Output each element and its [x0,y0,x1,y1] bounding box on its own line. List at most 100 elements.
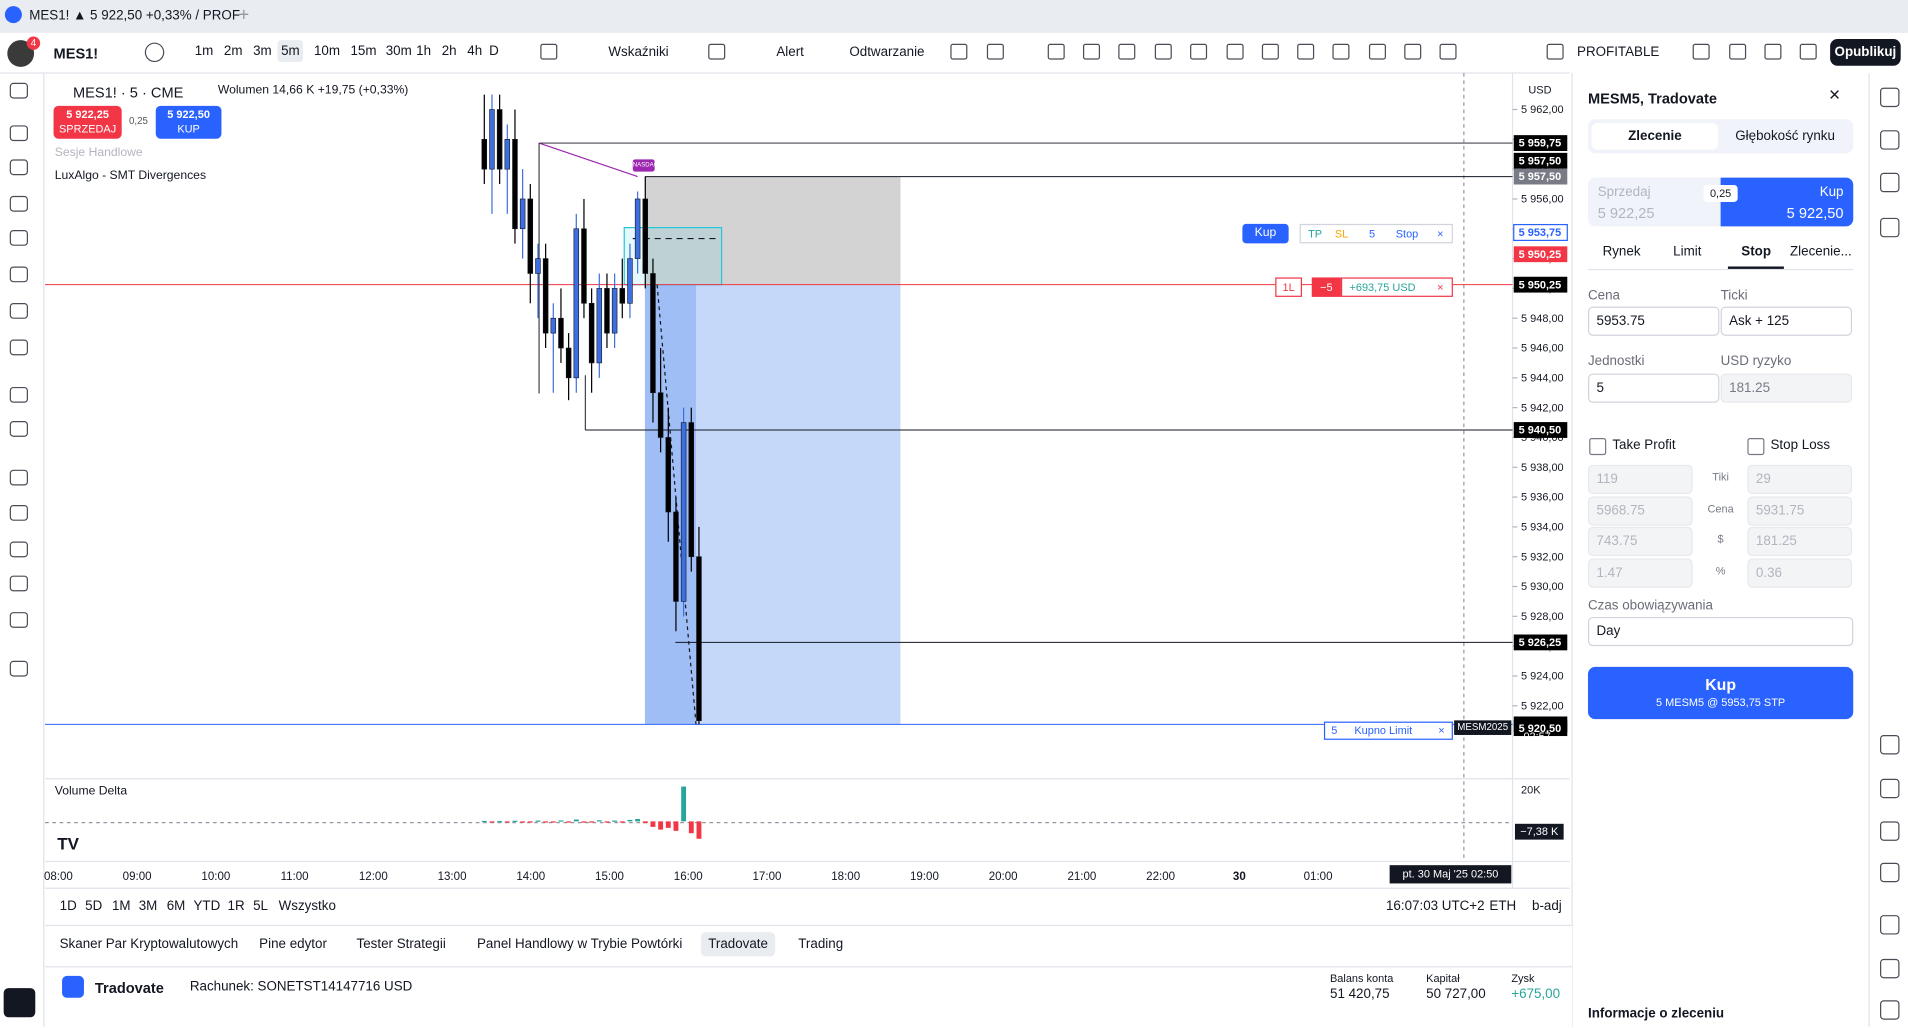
session[interactable]: ETH [1489,899,1517,914]
panel-tab[interactable]: Tradovate [700,932,776,957]
tool-icon[interactable] [9,541,28,558]
close[interactable]: × [1437,227,1444,240]
publish[interactable]: Opublikuj [1830,38,1901,66]
tool-icon[interactable] [9,469,28,486]
close[interactable]: × [1438,724,1445,737]
tool-icon[interactable] [9,229,28,246]
side-icon[interactable] [1880,821,1900,841]
toolbar-icon[interactable] [1439,43,1457,60]
toolbar-icon[interactable] [540,43,558,60]
interval[interactable]: 1h [416,43,432,59]
tab-depth[interactable]: Głębokość rynku [1735,128,1835,144]
account[interactable]: Rachunek: SONETST14147716 USD [189,979,413,995]
interval[interactable]: 15m [350,43,377,59]
favorites[interactable] [3,988,36,1018]
side-icon[interactable] [1880,217,1900,238]
toolbar-icon[interactable] [1118,43,1136,60]
panel-tab[interactable]: Trading [798,936,844,952]
tp-field[interactable]: 5968.75 [1587,495,1693,526]
sl-label[interactable]: Stop Loss [1770,438,1831,453]
symbol-search[interactable]: MES1! [53,45,99,63]
tool-icon[interactable] [9,421,28,437]
toolbar-icon[interactable] [1546,43,1564,60]
order-line-box[interactable]: TP SL 5 Stop × [1299,223,1453,244]
tool-icon[interactable] [9,159,28,176]
order-sl[interactable]: SL [1334,227,1349,240]
tool-icon[interactable] [9,386,28,403]
order-type[interactable]: Limit [1673,244,1702,260]
panel-tab[interactable]: Panel Handlowy w Trybie Powtórki [477,936,683,952]
toolbar-icon[interactable] [1764,43,1782,60]
tool-icon[interactable] [9,660,28,677]
position-pnl-box[interactable]: +693,75 USD × [1340,277,1453,297]
sl-field[interactable]: 5931.75 [1747,495,1853,526]
buy-button[interactable]: 5 922,50 KUP [155,105,222,139]
toolbar-icon[interactable] [1261,43,1279,60]
tp-field[interactable]: 1.47 [1587,557,1693,588]
side-icon[interactable] [1880,172,1900,193]
tp-field[interactable]: 119 [1587,464,1693,495]
panel-tab[interactable]: Skaner Par Kryptowalutowych [59,936,239,952]
sl-field[interactable]: 0.36 [1747,557,1853,588]
close[interactable]: × [1437,281,1444,294]
range[interactable]: 5L [253,899,269,914]
adjust[interactable]: b-adj [1532,899,1562,914]
toolbar-icon[interactable] [1692,43,1710,60]
range[interactable]: 5D [85,899,103,914]
toolbar-icon[interactable] [1297,43,1315,60]
sl-checkbox[interactable] [1747,438,1765,456]
panel-tab[interactable]: Tester Strategii [356,936,446,952]
interval[interactable]: 2h [441,43,457,59]
submit[interactable]: Kup 5 MESM5 @ 5953,75 STP [1587,666,1854,720]
compare-icon[interactable] [144,42,165,63]
order-type[interactable]: Zlecenie... [1789,244,1852,260]
range[interactable]: 1D [59,899,77,914]
price-input[interactable]: 5953.75 [1587,306,1720,336]
indicators[interactable]: Wskaźniki [608,45,669,60]
tool-icon[interactable] [9,302,28,319]
tool-icon[interactable] [9,125,28,142]
limit-line-box[interactable]: 5 Kupno Limit × [1323,721,1453,740]
panel-tab[interactable]: Pine edytor [259,936,327,952]
toolbar-icon[interactable] [1082,43,1101,60]
interval[interactable]: 5m [277,40,304,63]
order-type[interactable]: Rynek [1602,244,1641,260]
alert[interactable]: Alert [776,45,804,60]
range[interactable]: Wszystko [278,899,336,914]
tp-label[interactable]: Take Profit [1612,438,1676,453]
side-icon[interactable] [1880,778,1900,799]
risk-input[interactable]: 181.25 [1720,373,1853,403]
range[interactable]: 6M [166,899,186,914]
toolbar-icon[interactable] [1368,43,1386,60]
sl-field[interactable]: 29 [1747,464,1853,495]
units-input[interactable]: 5 [1587,373,1720,403]
layout-name[interactable]: PROFITABLE [1577,45,1660,60]
tp-checkbox[interactable] [1589,438,1607,456]
interval[interactable]: D [489,43,499,59]
side-icon[interactable] [1880,87,1900,108]
interval[interactable]: 2m [223,43,243,59]
tool-icon[interactable] [9,575,28,592]
toolbar-icon[interactable] [1404,43,1422,60]
tool-icon[interactable] [9,82,28,99]
toolbar-icon[interactable] [1332,43,1350,60]
sell-button[interactable]: 5 922,25 SPRZEDAJ [53,105,122,139]
tool-icon[interactable] [9,266,28,283]
ticks-input[interactable]: Ask + 125 [1720,306,1853,336]
toolbar-icon[interactable] [708,43,726,60]
new-tab[interactable]: + [238,4,250,26]
panel-buy[interactable]: Kup 5 922,50 [1720,177,1854,227]
tool-icon[interactable] [9,504,28,521]
side-icon[interactable] [1880,1000,1900,1020]
replay[interactable]: Odtwarzanie [849,45,925,60]
toolbar-icon[interactable] [1729,43,1747,60]
tab-order[interactable]: Zlecenie [1591,122,1719,150]
tool-icon[interactable] [9,339,28,356]
range[interactable]: 1R [227,899,245,914]
tool-icon[interactable] [9,612,28,628]
interval[interactable]: 10m [313,43,340,59]
range[interactable]: 1M [111,899,131,914]
close-panel[interactable]: × [1828,85,1841,106]
order-tp[interactable]: TP [1308,227,1323,240]
tp-field[interactable]: 743.75 [1587,526,1693,557]
